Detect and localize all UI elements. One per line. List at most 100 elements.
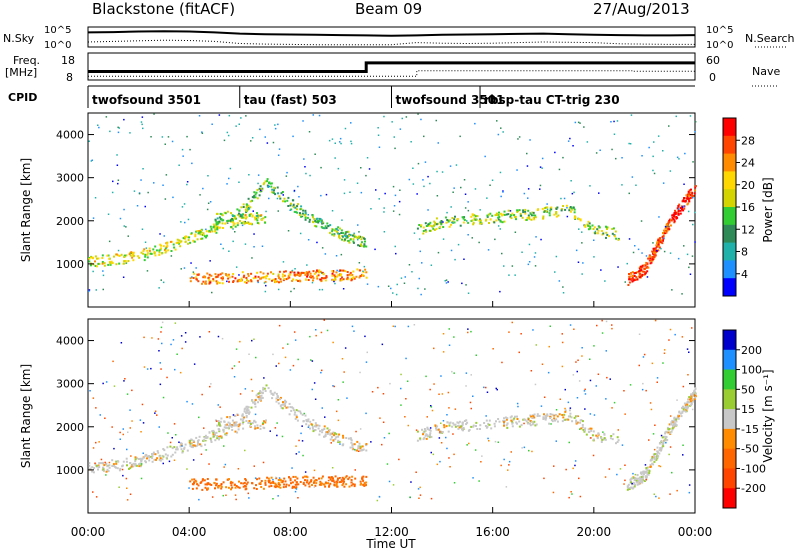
scatter-noise-point bbox=[277, 210, 279, 212]
scatter-point bbox=[634, 271, 637, 274]
scatter-noise-point bbox=[92, 270, 94, 273]
scatter-point bbox=[149, 252, 152, 255]
scatter-point bbox=[193, 481, 196, 484]
scatter-point bbox=[111, 459, 114, 462]
scatter-noise-point bbox=[384, 192, 386, 195]
scatter-noise-point bbox=[158, 426, 160, 428]
scatter-noise-point bbox=[108, 461, 111, 464]
scatter-noise-point bbox=[150, 367, 152, 370]
scatter-noise-point bbox=[89, 390, 91, 392]
ytick-label: 2000 bbox=[56, 421, 84, 434]
scatter-point bbox=[228, 478, 230, 481]
scatter-noise-point bbox=[446, 447, 448, 450]
scatter-point bbox=[480, 222, 483, 225]
scatter-point bbox=[224, 424, 227, 426]
scatter-noise-point bbox=[467, 328, 469, 330]
scatter-noise-point bbox=[254, 477, 257, 479]
scatter-point bbox=[289, 406, 292, 409]
scatter-point bbox=[503, 213, 506, 216]
scatter-point bbox=[154, 245, 157, 248]
scatter-point bbox=[189, 444, 192, 447]
scatter-point bbox=[333, 483, 336, 486]
scatter-point bbox=[655, 458, 658, 461]
scatter-point bbox=[655, 244, 658, 247]
scatter-point bbox=[435, 428, 438, 431]
scatter-point bbox=[424, 429, 427, 432]
scatter-point bbox=[253, 420, 256, 423]
scatter-point bbox=[306, 272, 309, 275]
scatter-point bbox=[122, 460, 125, 463]
scatter-noise-point bbox=[616, 473, 618, 476]
scatter-point bbox=[243, 408, 246, 411]
scatter-point bbox=[479, 424, 482, 427]
scatter-noise-point bbox=[277, 495, 279, 497]
scatter-noise-point bbox=[179, 371, 182, 374]
scatter-point bbox=[467, 221, 470, 224]
scatter-noise-point bbox=[541, 157, 544, 160]
scatter-noise-point bbox=[448, 344, 451, 346]
scatter-point bbox=[241, 216, 244, 219]
scatter-point bbox=[166, 245, 169, 247]
scatter-point bbox=[232, 273, 235, 275]
scatter-point bbox=[468, 429, 471, 431]
scatter-noise-point bbox=[360, 191, 363, 194]
scatter-point bbox=[536, 209, 539, 211]
scatter-point bbox=[500, 214, 503, 217]
scatter-point bbox=[631, 275, 634, 277]
colorbar-tick-label: 28 bbox=[741, 134, 755, 147]
scatter-point bbox=[616, 436, 619, 439]
scatter-point bbox=[108, 464, 111, 467]
scatter-point bbox=[340, 232, 343, 234]
ytick-label: 3000 bbox=[56, 378, 84, 391]
scatter-point bbox=[218, 422, 221, 425]
scatter-noise-point bbox=[430, 451, 432, 454]
scatter-point bbox=[337, 435, 340, 438]
scatter-noise-point bbox=[408, 264, 411, 266]
scatter-noise-point bbox=[162, 281, 165, 284]
scatter-point bbox=[210, 439, 213, 442]
scatter-noise-point bbox=[168, 460, 171, 463]
scatter-noise-point bbox=[201, 131, 203, 133]
scatter-noise-point bbox=[667, 225, 669, 228]
scatter-noise-point bbox=[366, 351, 368, 354]
scatter-noise-point bbox=[238, 274, 240, 276]
scatter-point bbox=[202, 478, 204, 481]
scatter-point bbox=[570, 416, 573, 419]
scatter-point bbox=[348, 234, 351, 237]
scatter-point bbox=[679, 206, 682, 209]
scatter-noise-point bbox=[464, 207, 467, 209]
scatter-point bbox=[212, 433, 215, 436]
scatter-noise-point bbox=[579, 428, 581, 430]
scatter-point bbox=[254, 196, 257, 199]
scatter-point bbox=[675, 217, 678, 220]
scatter-noise-point bbox=[125, 262, 127, 264]
scatter-noise-point bbox=[248, 353, 250, 355]
scatter-point bbox=[190, 438, 193, 441]
scatter-point bbox=[209, 225, 212, 228]
scatter-point bbox=[535, 423, 538, 426]
scatter-point bbox=[233, 217, 236, 220]
scatter-noise-point bbox=[628, 238, 631, 240]
scatter-point bbox=[126, 464, 128, 467]
scatter-noise-point bbox=[95, 407, 97, 409]
scatter-point bbox=[329, 438, 332, 441]
scatter-point bbox=[232, 424, 235, 427]
scatter-noise-point bbox=[534, 265, 537, 267]
scatter-point bbox=[475, 425, 477, 427]
scatter-noise-point bbox=[307, 214, 309, 216]
scatter-point bbox=[88, 462, 91, 465]
scatter-point bbox=[560, 209, 563, 212]
scatter-noise-point bbox=[511, 265, 514, 267]
scatter-point bbox=[686, 195, 689, 197]
scatter-point bbox=[439, 431, 442, 434]
scatter-noise-point bbox=[573, 191, 575, 194]
scatter-point bbox=[334, 277, 337, 280]
frequency-panel: Freq. [MHz] 18 8 60 0 Nave bbox=[5, 52, 780, 87]
scatter-point bbox=[567, 415, 570, 418]
scatter-noise-point bbox=[518, 351, 520, 354]
scatter-noise-point bbox=[392, 185, 395, 188]
scatter-noise-point bbox=[146, 270, 149, 272]
scatter-point bbox=[314, 425, 316, 428]
scatter-noise-point bbox=[257, 182, 259, 185]
scatter-point bbox=[576, 421, 579, 424]
